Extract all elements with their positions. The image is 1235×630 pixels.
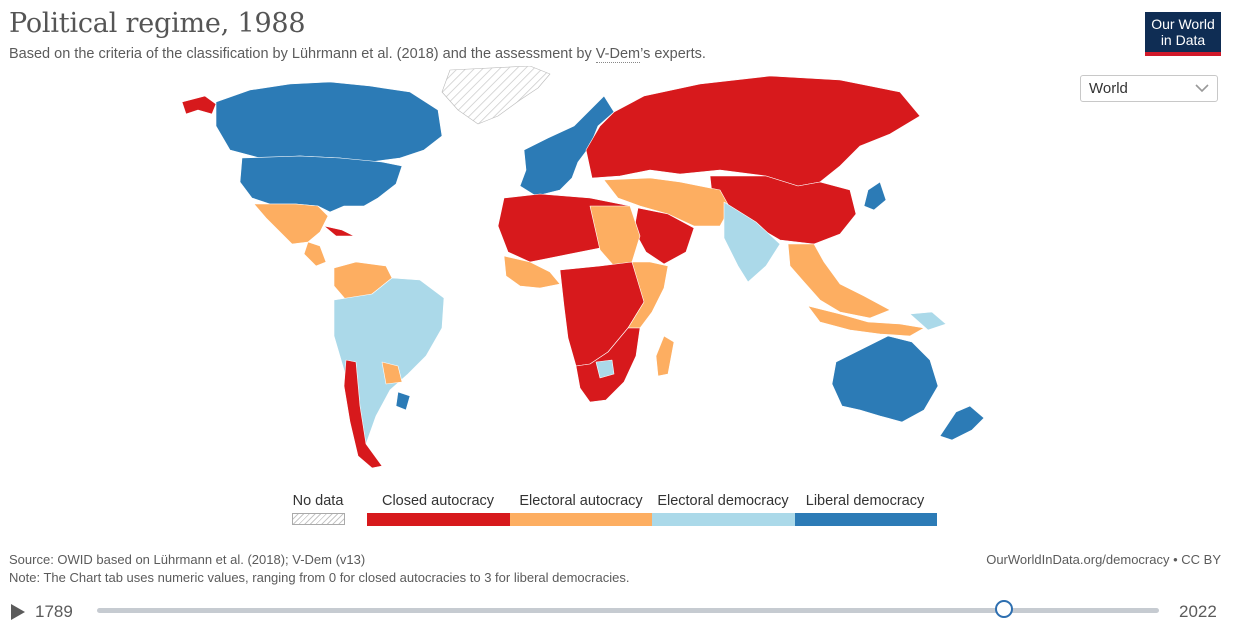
region-selector[interactable]: World (1080, 75, 1218, 102)
world-map[interactable] (120, 66, 1040, 476)
owid-link[interactable]: OurWorldInData.org/democracy • CC BY (986, 552, 1221, 567)
legend-label-liberal-democracy: Liberal democracy (805, 493, 925, 509)
region-mexico[interactable] (253, 203, 329, 245)
logo-line-2: in Data (1160, 32, 1206, 48)
region-japan[interactable] (863, 181, 887, 211)
region-madagascar[interactable] (655, 335, 675, 377)
legend-swatch-no-data[interactable] (292, 513, 345, 525)
timeline-start-year: 1789 (35, 602, 73, 621)
region-chile[interactable] (343, 359, 383, 469)
subtitle-text: Based on the criteria of the classificat… (9, 46, 596, 62)
legend-label-electoral-autocracy: Electoral autocracy (519, 493, 643, 509)
vdem-link[interactable]: V-Dem (595, 46, 641, 63)
region-east-africa[interactable] (627, 261, 669, 329)
legend-label-electoral-democracy: Electoral democracy (657, 493, 789, 509)
region-india[interactable] (723, 201, 781, 283)
legend-swatch-electoral-democracy[interactable] (652, 513, 795, 526)
region-cuba[interactable] (323, 225, 355, 237)
region-canada[interactable] (215, 81, 443, 163)
region-indonesia[interactable] (807, 305, 925, 337)
region-alaska[interactable] (181, 95, 217, 115)
region-uruguay[interactable] (395, 391, 411, 411)
chart-subtitle: Based on the criteria of the classificat… (9, 46, 706, 63)
source-note: Source: OWID based on Lührmann et al. (2… (9, 552, 366, 567)
region-egypt-sudan[interactable] (589, 205, 641, 267)
legend-label-closed-autocracy: Closed autocracy (381, 493, 495, 509)
region-usa[interactable] (239, 155, 403, 213)
chart-title: Political regime, 1988 (9, 8, 306, 39)
region-australia[interactable] (831, 335, 939, 423)
region-middle-east[interactable] (603, 177, 731, 227)
region-paraguay[interactable] (381, 361, 403, 385)
play-icon[interactable] (10, 603, 26, 621)
timeline-end-year: 2022 (1179, 602, 1217, 621)
legend-swatch-electoral-autocracy[interactable] (510, 513, 652, 526)
logo-line-1: Our World (1151, 16, 1215, 32)
timeline-handle[interactable] (995, 600, 1014, 618)
chart-note: Note: The Chart tab uses numeric values,… (9, 570, 630, 585)
legend-swatch-closed-autocracy[interactable] (367, 513, 510, 526)
region-papua-new-guinea[interactable] (909, 311, 947, 331)
region-southeast-asia[interactable] (787, 243, 891, 319)
timeline-track[interactable] (97, 608, 1159, 613)
owid-logo[interactable]: Our World in Data (1145, 12, 1221, 56)
region-central-america[interactable] (303, 241, 327, 267)
region-selector-value: World (1089, 80, 1128, 97)
chevron-down-icon (1195, 84, 1209, 93)
region-ussr-eastern-bloc[interactable] (585, 75, 921, 187)
region-west-africa[interactable] (503, 255, 561, 289)
region-greenland[interactable] (441, 66, 551, 125)
region-botswana[interactable] (595, 359, 615, 379)
legend-swatch-liberal-democracy[interactable] (795, 513, 937, 526)
legend-label-no-data: No data (292, 493, 344, 509)
region-new-zealand[interactable] (939, 405, 985, 441)
subtitle-text-end: ’s experts. (640, 46, 706, 62)
